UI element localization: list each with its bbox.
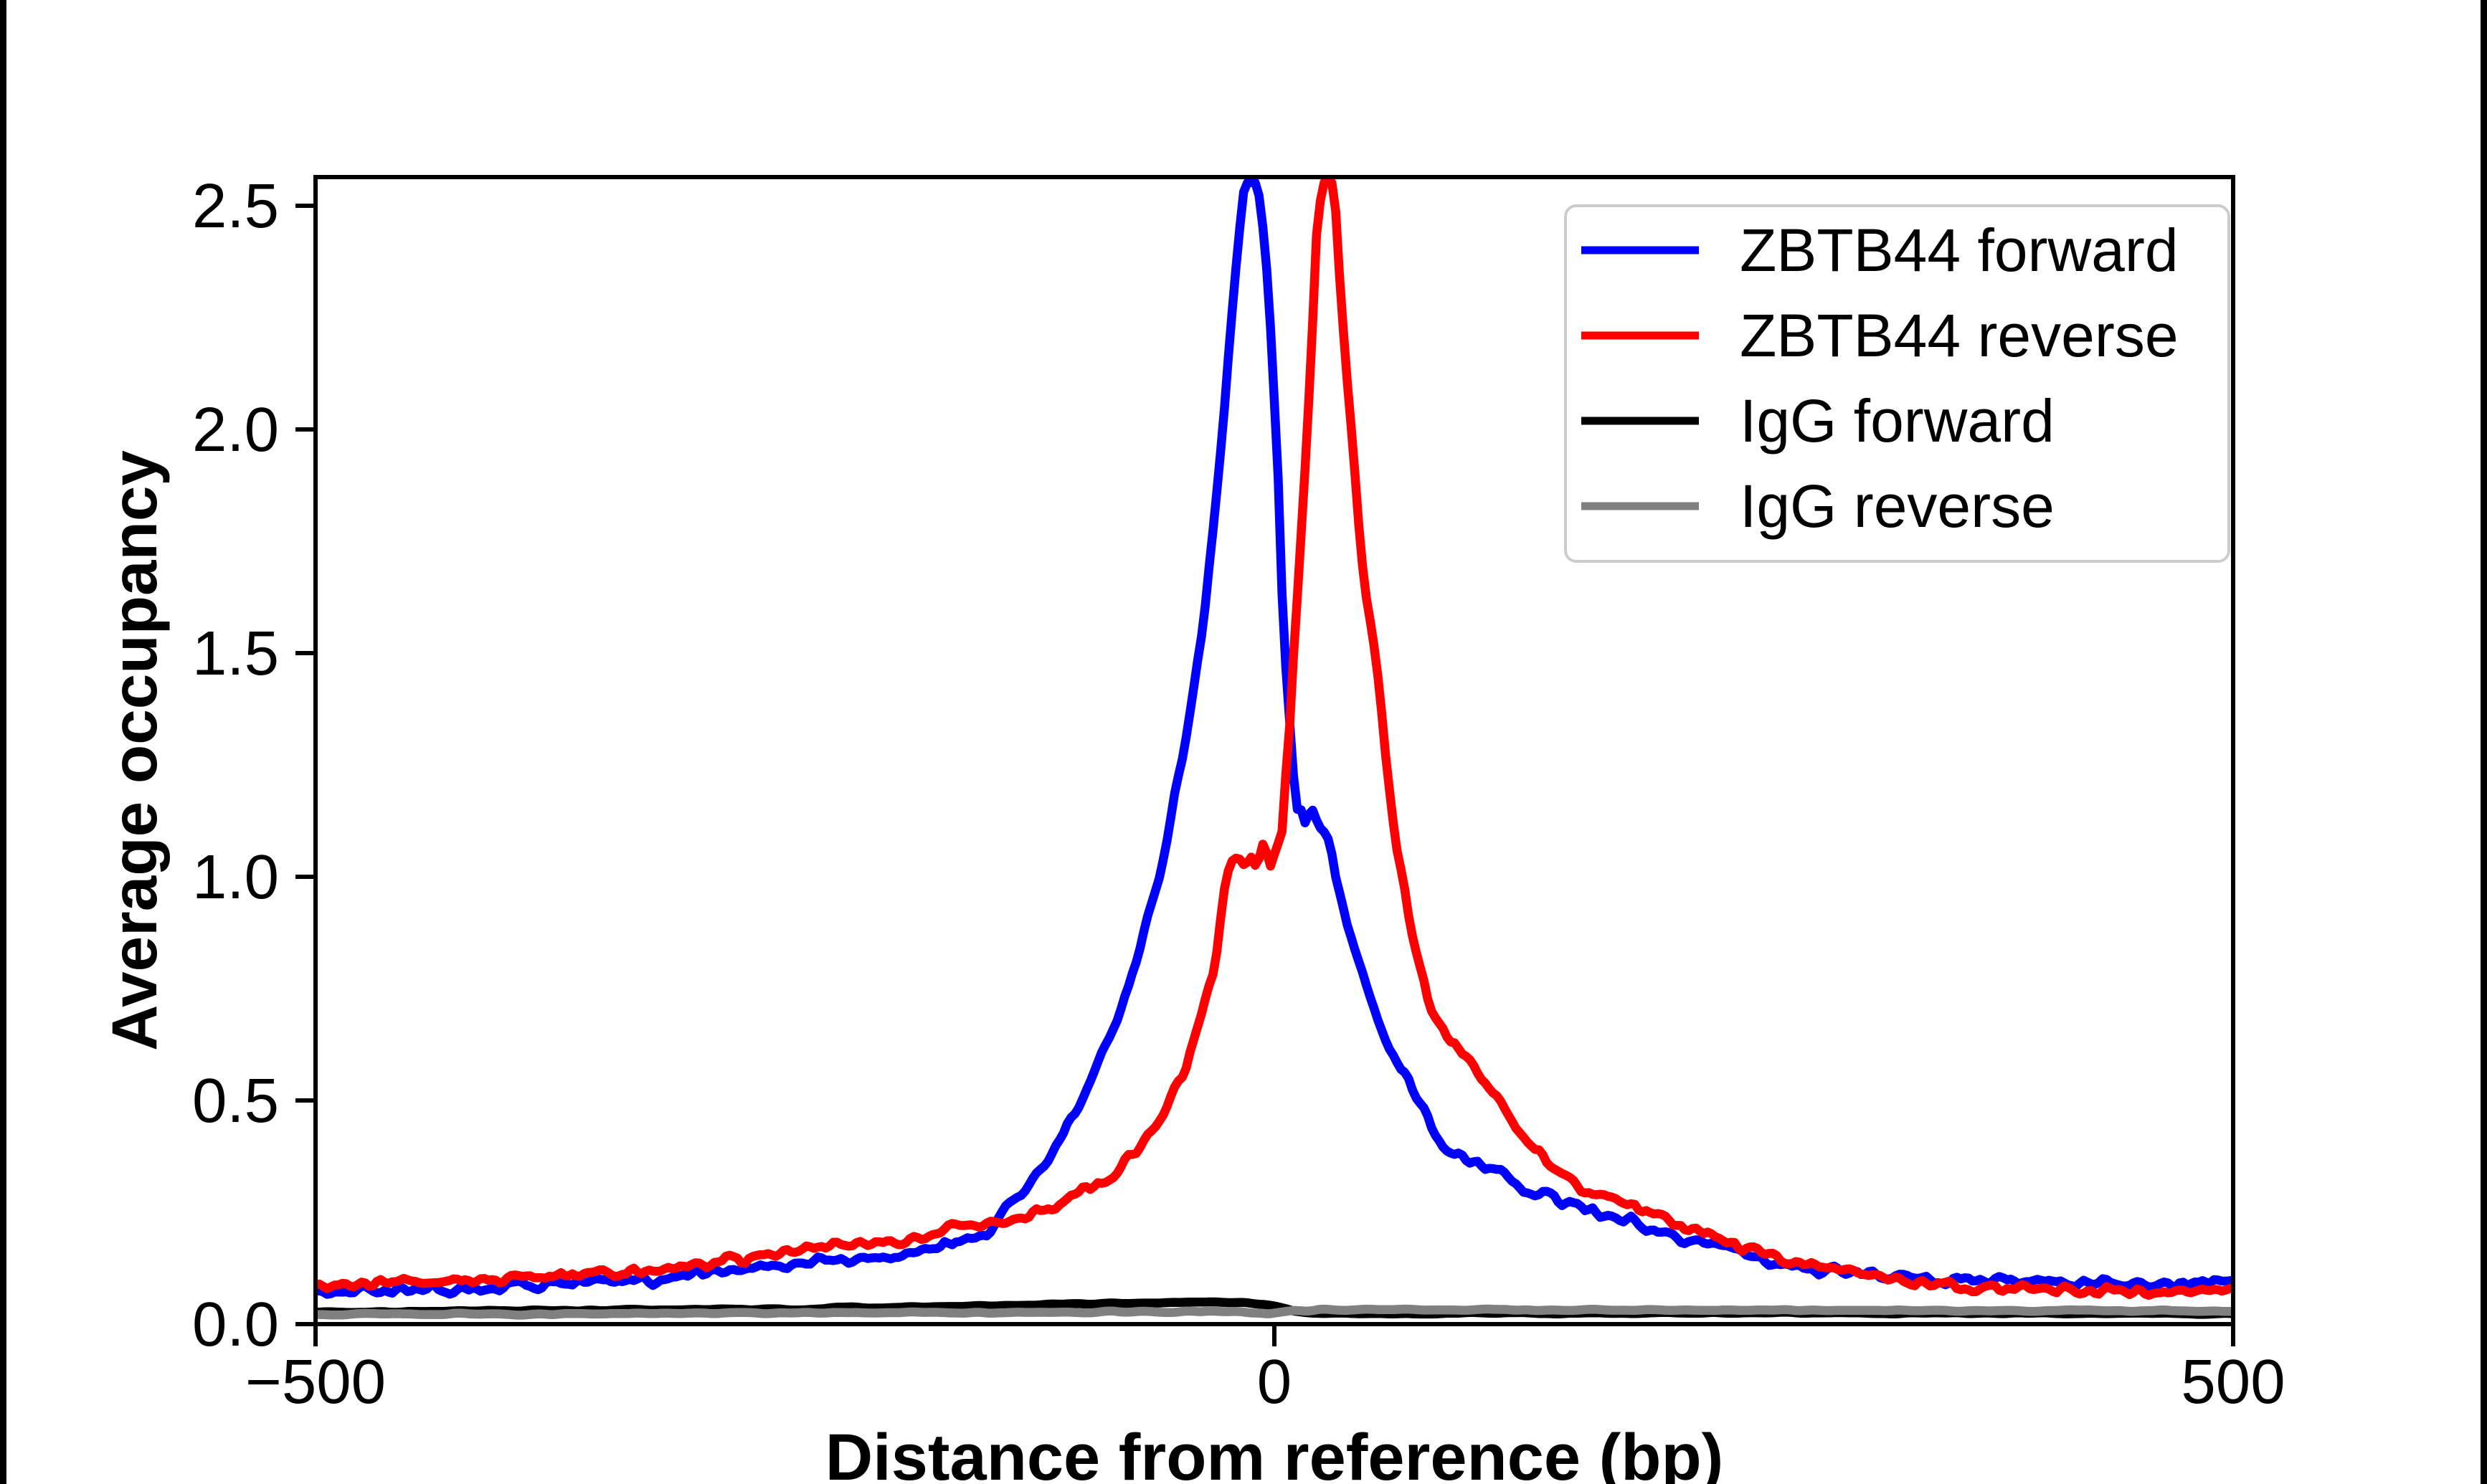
svg-text:2.5: 2.5	[192, 171, 279, 241]
svg-text:Average occupancy: Average occupancy	[98, 450, 170, 1051]
svg-text:0: 0	[1257, 1347, 1292, 1417]
svg-text:−500: −500	[245, 1347, 386, 1417]
svg-text:0.0: 0.0	[192, 1290, 279, 1359]
svg-text:Distance from reference (bp): Distance from reference (bp)	[825, 1421, 1724, 1484]
svg-text:2.0: 2.0	[192, 395, 279, 465]
svg-text:500: 500	[2181, 1347, 2285, 1417]
svg-text:ZBTB44 forward: ZBTB44 forward	[1740, 217, 2179, 284]
svg-text:1.0: 1.0	[192, 842, 279, 912]
svg-text:IgG forward: IgG forward	[1740, 387, 2055, 455]
svg-text:IgG reverse: IgG reverse	[1740, 472, 2055, 540]
svg-text:1.5: 1.5	[192, 619, 279, 688]
svg-text:0.5: 0.5	[192, 1066, 279, 1136]
svg-text:ZBTB44 reverse: ZBTB44 reverse	[1740, 302, 2179, 369]
